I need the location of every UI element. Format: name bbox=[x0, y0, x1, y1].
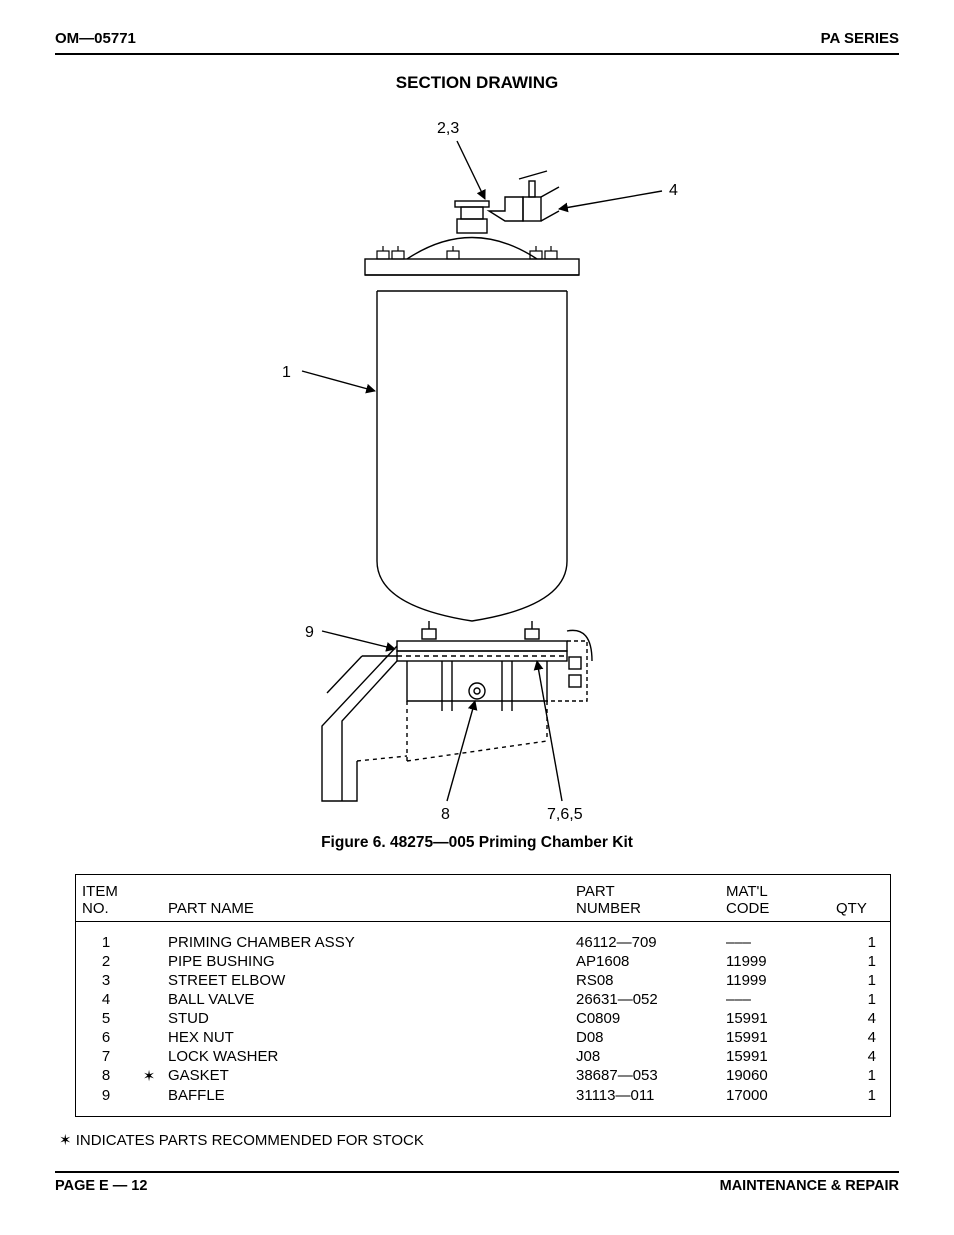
cell-star bbox=[136, 1086, 162, 1116]
cell-item: 6 bbox=[76, 1028, 136, 1047]
cell-item: 8 bbox=[76, 1066, 136, 1086]
cell-matl: 15991 bbox=[720, 1047, 830, 1066]
cell-star bbox=[136, 922, 162, 953]
cell-name: BAFFLE bbox=[162, 1086, 570, 1116]
cell-matl: ––– bbox=[720, 922, 830, 953]
cell-name: STUD bbox=[162, 1009, 570, 1028]
cell-qty: 1 bbox=[830, 990, 890, 1009]
section-title: SECTION DRAWING bbox=[55, 73, 899, 93]
cell-matl: ––– bbox=[720, 990, 830, 1009]
cell-item: 2 bbox=[76, 952, 136, 971]
page-footer: PAGE E — 12 MAINTENANCE & REPAIR bbox=[55, 1171, 899, 1194]
callout-2-3: 2,3 bbox=[437, 120, 459, 137]
table-row: 5 STUDC0809159914 bbox=[76, 1009, 890, 1028]
th-part: PARTNUMBER bbox=[570, 875, 720, 922]
cell-name: PRIMING CHAMBER ASSY bbox=[162, 922, 570, 953]
cell-qty: 1 bbox=[830, 1066, 890, 1086]
cell-part: 38687—053 bbox=[570, 1066, 720, 1086]
table-row: 9 BAFFLE31113—011170001 bbox=[76, 1086, 890, 1116]
cell-qty: 1 bbox=[830, 971, 890, 990]
th-name: PART NAME bbox=[162, 875, 570, 922]
table-row: 7 LOCK WASHERJ08159914 bbox=[76, 1047, 890, 1066]
cell-part: 31113—011 bbox=[570, 1086, 720, 1116]
cell-part: C0809 bbox=[570, 1009, 720, 1028]
cell-star bbox=[136, 952, 162, 971]
cell-item: 4 bbox=[76, 990, 136, 1009]
page-header: OM—05771 PA SERIES bbox=[55, 30, 899, 55]
section-drawing: 1 2,3 4 9 8 7,6,5 bbox=[55, 101, 899, 826]
footer-right: MAINTENANCE & REPAIR bbox=[720, 1178, 899, 1194]
cell-qty: 4 bbox=[830, 1028, 890, 1047]
cell-name: GASKET bbox=[162, 1066, 570, 1086]
cell-part: 46112—709 bbox=[570, 922, 720, 953]
cell-part: J08 bbox=[570, 1047, 720, 1066]
cell-item: 7 bbox=[76, 1047, 136, 1066]
cell-name: LOCK WASHER bbox=[162, 1047, 570, 1066]
cell-qty: 4 bbox=[830, 1009, 890, 1028]
cell-name: HEX NUT bbox=[162, 1028, 570, 1047]
cell-matl: 11999 bbox=[720, 952, 830, 971]
cell-matl: 15991 bbox=[720, 1028, 830, 1047]
cell-matl: 19060 bbox=[720, 1066, 830, 1086]
cell-qty: 4 bbox=[830, 1047, 890, 1066]
cell-star bbox=[136, 1028, 162, 1047]
cell-part: 26631—052 bbox=[570, 990, 720, 1009]
callout-765: 7,6,5 bbox=[547, 806, 583, 821]
header-right: PA SERIES bbox=[821, 30, 899, 47]
table-row: 4 BALL VALVE26631—052–––1 bbox=[76, 990, 890, 1009]
cell-qty: 1 bbox=[830, 1086, 890, 1116]
th-item: ITEMNO. bbox=[76, 875, 136, 922]
cell-matl: 17000 bbox=[720, 1086, 830, 1116]
cell-name: STREET ELBOW bbox=[162, 971, 570, 990]
cell-star bbox=[136, 971, 162, 990]
th-star bbox=[136, 875, 162, 922]
table-row: 3 STREET ELBOWRS08119991 bbox=[76, 971, 890, 990]
figure-caption: Figure 6. 48275—005 Priming Chamber Kit bbox=[55, 834, 899, 852]
callout-4: 4 bbox=[669, 182, 678, 199]
cell-qty: 1 bbox=[830, 952, 890, 971]
priming-chamber-drawing: 1 2,3 4 9 8 7,6,5 bbox=[247, 101, 707, 821]
footer-left: PAGE E — 12 bbox=[55, 1178, 147, 1194]
cell-item: 9 bbox=[76, 1086, 136, 1116]
cell-name: PIPE BUSHING bbox=[162, 952, 570, 971]
th-qty: QTY bbox=[830, 875, 890, 922]
header-left: OM—05771 bbox=[55, 30, 136, 47]
cell-name: BALL VALVE bbox=[162, 990, 570, 1009]
cell-star bbox=[136, 990, 162, 1009]
parts-table: ITEMNO. PART NAME PARTNUMBER MAT'LCODE Q… bbox=[75, 874, 891, 1117]
th-matl: MAT'LCODE bbox=[720, 875, 830, 922]
cell-star: ✶ bbox=[136, 1066, 162, 1086]
cell-item: 3 bbox=[76, 971, 136, 990]
cell-part: RS08 bbox=[570, 971, 720, 990]
cell-item: 5 bbox=[76, 1009, 136, 1028]
cell-matl: 11999 bbox=[720, 971, 830, 990]
table-row: 2 PIPE BUSHINGAP1608119991 bbox=[76, 952, 890, 971]
stock-footnote: ✶ INDICATES PARTS RECOMMENDED FOR STOCK bbox=[59, 1131, 899, 1149]
table-row: 6 HEX NUTD08159914 bbox=[76, 1028, 890, 1047]
callout-1: 1 bbox=[282, 364, 291, 381]
cell-star bbox=[136, 1009, 162, 1028]
callout-8: 8 bbox=[441, 806, 450, 821]
cell-star bbox=[136, 1047, 162, 1066]
cell-qty: 1 bbox=[830, 922, 890, 953]
table-header-row: ITEMNO. PART NAME PARTNUMBER MAT'LCODE Q… bbox=[76, 875, 890, 922]
cell-item: 1 bbox=[76, 922, 136, 953]
table-row: 8✶GASKET38687—053190601 bbox=[76, 1066, 890, 1086]
table-row: 1PRIMING CHAMBER ASSY46112—709–––1 bbox=[76, 922, 890, 953]
cell-part: AP1608 bbox=[570, 952, 720, 971]
cell-part: D08 bbox=[570, 1028, 720, 1047]
cell-matl: 15991 bbox=[720, 1009, 830, 1028]
callout-9: 9 bbox=[305, 624, 314, 641]
